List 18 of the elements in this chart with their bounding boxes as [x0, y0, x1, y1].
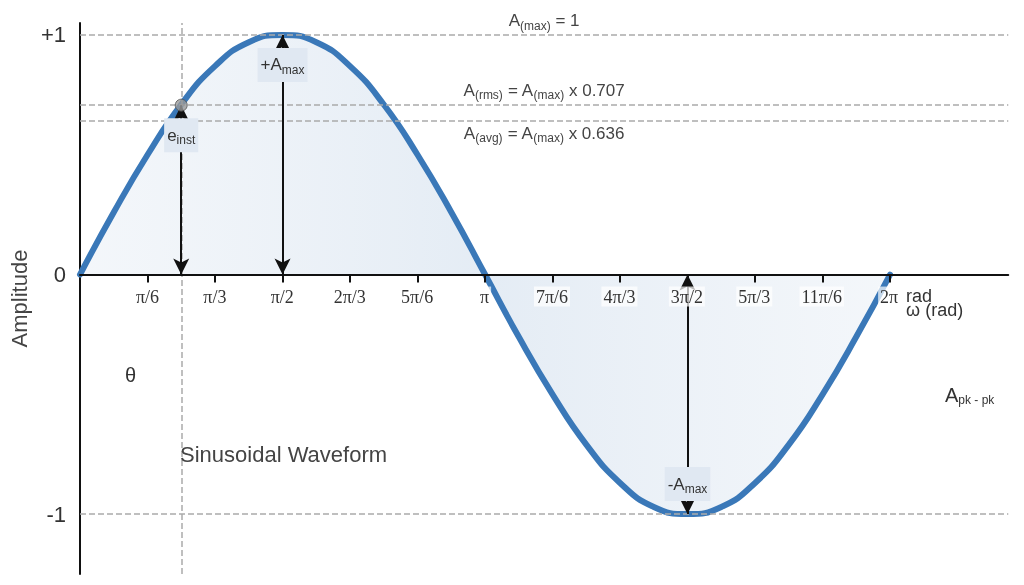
x-tick-label: π/2: [270, 286, 294, 307]
y-tick-label: +1: [40, 22, 66, 48]
x-tick-label: 2π/3: [333, 286, 366, 307]
y-tick-label: 0: [53, 262, 66, 288]
x-tick-label: 2π: [880, 286, 899, 307]
x-tick-label: 3π/2: [670, 286, 703, 307]
x-tick-label: π/6: [135, 286, 159, 307]
annotation: θ: [125, 364, 137, 386]
text: Sinusoidal Waveform: [180, 441, 388, 467]
y-axis-title: Amplitude: [6, 249, 32, 348]
x-tick-label: 4π/3: [603, 286, 636, 307]
x-tick-label: 7π/6: [535, 286, 569, 307]
x-tick-label: π/3: [203, 286, 227, 307]
x-tick-label: 11π/6: [801, 286, 842, 307]
x-tick-label: π: [480, 286, 490, 307]
x-tick-label: 5π/6: [401, 286, 434, 307]
x-tick-label: 5π/3: [738, 286, 771, 307]
y-tick-label: -1: [46, 501, 66, 527]
